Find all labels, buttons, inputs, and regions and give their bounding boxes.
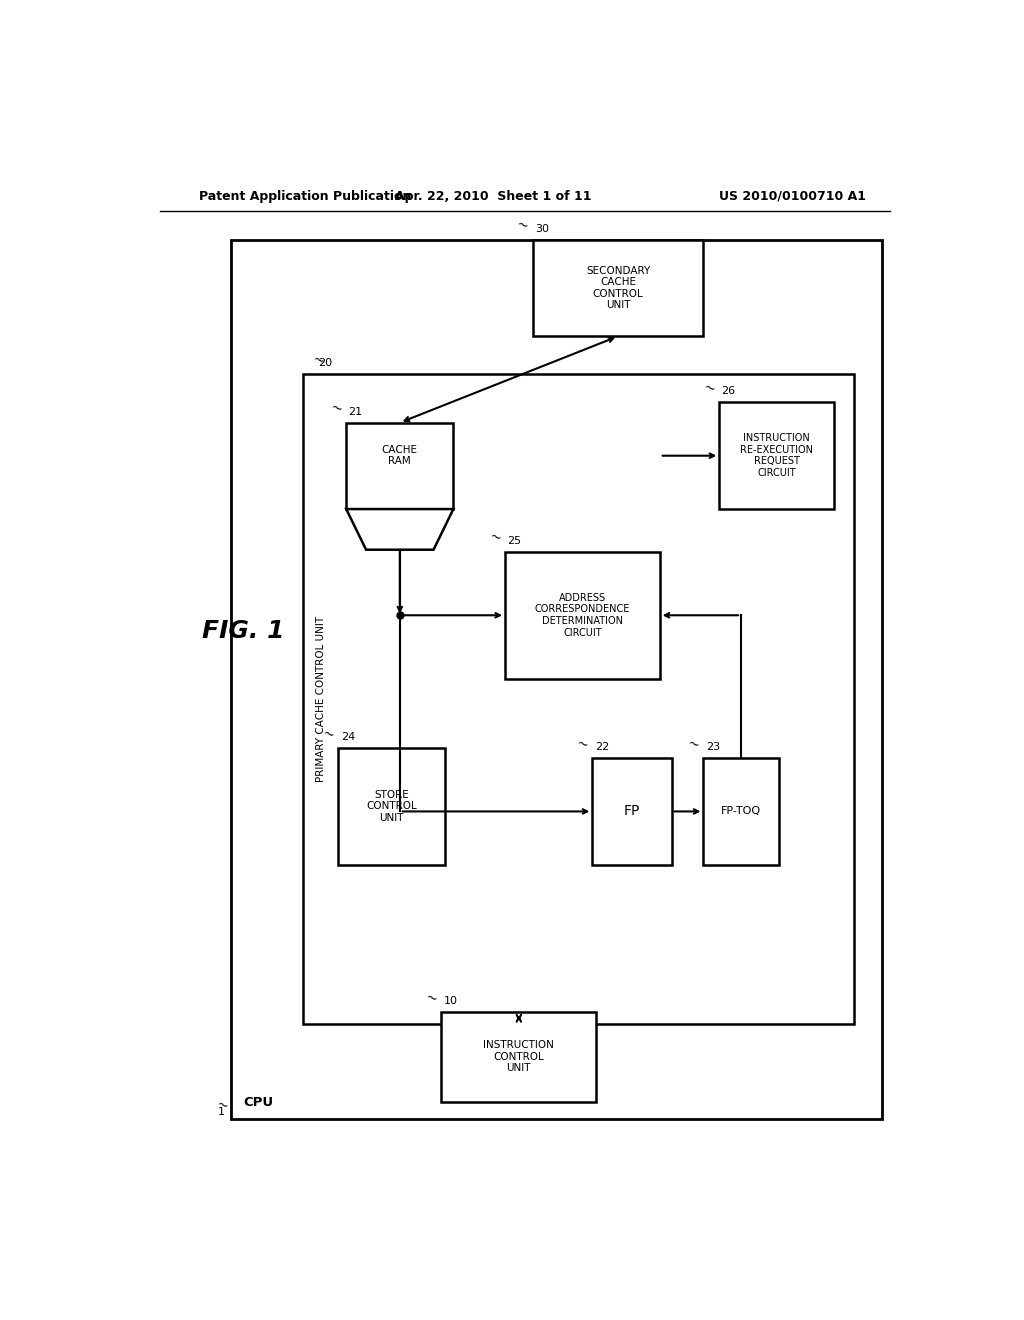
Text: ~: ~ bbox=[486, 529, 503, 546]
Bar bbox=[338, 748, 445, 865]
Text: 1: 1 bbox=[218, 1107, 225, 1117]
Bar bbox=[231, 240, 882, 1119]
Text: ~: ~ bbox=[574, 735, 590, 752]
Bar bbox=[441, 1012, 596, 1102]
Text: 25: 25 bbox=[507, 536, 521, 545]
Text: FP-TOQ: FP-TOQ bbox=[721, 807, 761, 817]
Text: INSTRUCTION
CONTROL
UNIT: INSTRUCTION CONTROL UNIT bbox=[483, 1040, 554, 1073]
Text: ADDRESS
CORRESPONDENCE
DETERMINATION
CIRCUIT: ADDRESS CORRESPONDENCE DETERMINATION CIR… bbox=[535, 593, 630, 638]
Text: FP: FP bbox=[624, 804, 640, 818]
Text: 21: 21 bbox=[348, 407, 362, 417]
Text: 10: 10 bbox=[443, 997, 458, 1006]
Text: PRIMARY CACHE CONTROL UNIT: PRIMARY CACHE CONTROL UNIT bbox=[315, 616, 326, 783]
Text: ~: ~ bbox=[214, 1097, 229, 1114]
Bar bbox=[719, 403, 835, 510]
Bar bbox=[703, 758, 778, 865]
Bar bbox=[592, 758, 672, 865]
Bar bbox=[346, 422, 454, 510]
Text: INSTRUCTION
RE-EXECUTION
REQUEST
CIRCUIT: INSTRUCTION RE-EXECUTION REQUEST CIRCUIT bbox=[740, 433, 813, 478]
Text: FIG. 1: FIG. 1 bbox=[202, 619, 285, 643]
Text: 30: 30 bbox=[536, 223, 549, 234]
Text: 24: 24 bbox=[341, 731, 355, 742]
Text: ~: ~ bbox=[423, 990, 439, 1007]
Text: CACHE
RAM: CACHE RAM bbox=[382, 445, 418, 466]
Text: 26: 26 bbox=[722, 387, 735, 396]
Text: ~: ~ bbox=[515, 218, 530, 235]
Text: CPU: CPU bbox=[243, 1096, 273, 1109]
Text: STORE
CONTROL
UNIT: STORE CONTROL UNIT bbox=[367, 789, 417, 822]
Text: ~: ~ bbox=[328, 400, 344, 417]
Text: Apr. 22, 2010  Sheet 1 of 11: Apr. 22, 2010 Sheet 1 of 11 bbox=[395, 190, 591, 202]
Text: ~: ~ bbox=[321, 726, 336, 743]
Text: ~: ~ bbox=[310, 351, 327, 368]
Bar bbox=[532, 240, 703, 337]
Text: US 2010/0100710 A1: US 2010/0100710 A1 bbox=[719, 190, 866, 202]
Text: ~: ~ bbox=[685, 735, 701, 752]
Bar bbox=[505, 552, 659, 678]
Text: ~: ~ bbox=[701, 380, 717, 397]
Text: 23: 23 bbox=[706, 742, 720, 752]
Text: Patent Application Publication: Patent Application Publication bbox=[200, 190, 412, 202]
Bar bbox=[303, 374, 854, 1024]
Polygon shape bbox=[346, 510, 454, 549]
Text: SECONDARY
CACHE
CONTROL
UNIT: SECONDARY CACHE CONTROL UNIT bbox=[586, 265, 650, 310]
Text: 20: 20 bbox=[318, 358, 333, 368]
Text: 22: 22 bbox=[595, 742, 609, 752]
